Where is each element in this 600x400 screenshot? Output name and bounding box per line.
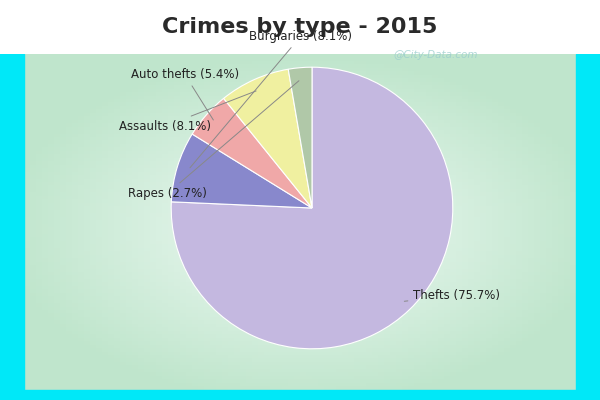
Wedge shape	[171, 67, 453, 349]
Text: Rapes (2.7%): Rapes (2.7%)	[128, 81, 299, 200]
Wedge shape	[288, 67, 312, 208]
Wedge shape	[172, 134, 312, 208]
Bar	[0, 390, 600, 400]
Text: Assaults (8.1%): Assaults (8.1%)	[119, 91, 256, 133]
Text: Auto thefts (5.4%): Auto thefts (5.4%)	[131, 68, 239, 120]
Wedge shape	[192, 98, 312, 208]
Text: Burglaries (8.1%): Burglaries (8.1%)	[190, 30, 352, 168]
Bar	[576, 54, 600, 400]
Text: Thefts (75.7%): Thefts (75.7%)	[404, 289, 500, 302]
Bar	[0, 54, 24, 400]
Text: @City-Data.com: @City-Data.com	[393, 50, 478, 60]
Wedge shape	[224, 69, 312, 208]
Text: Crimes by type - 2015: Crimes by type - 2015	[163, 17, 437, 37]
